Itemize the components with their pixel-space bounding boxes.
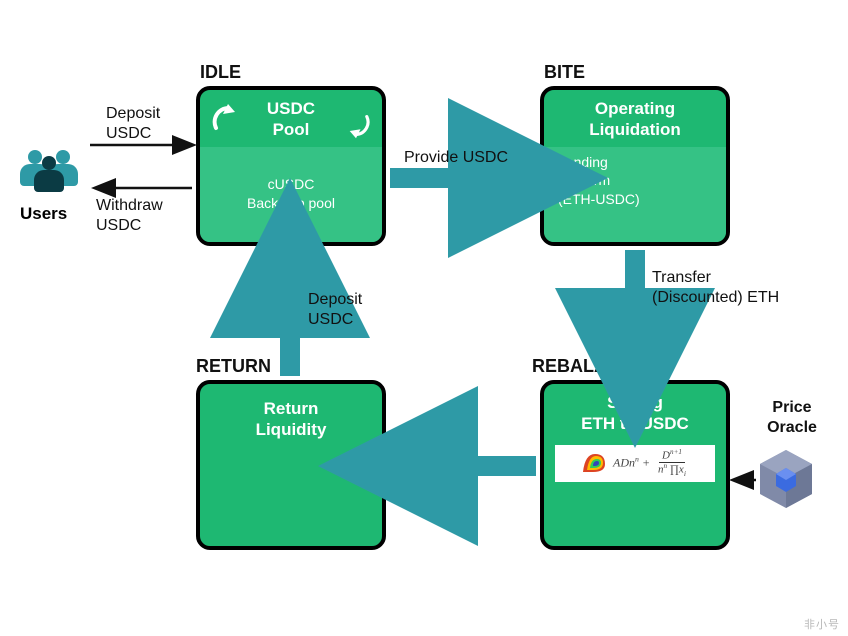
withdraw-label: Withdraw USDC bbox=[96, 196, 163, 236]
idle-heading: USDC Pool bbox=[200, 90, 382, 147]
oracle-l1: Price bbox=[772, 399, 811, 416]
idle-sub-l1: cUSDC bbox=[268, 175, 315, 194]
idle-title: IDLE bbox=[200, 62, 241, 83]
return-box: Return Liquidity bbox=[196, 380, 386, 550]
oracle-cube-icon bbox=[756, 446, 816, 512]
return-heading-l1: Return bbox=[264, 399, 319, 418]
transfer-l2: (Discounted) ETH bbox=[652, 289, 779, 306]
oracle-l2: Oracle bbox=[767, 419, 817, 436]
return-deposit-l2: USDC bbox=[308, 311, 353, 328]
bite-sub-l2: Platform bbox=[558, 171, 610, 190]
users-icon bbox=[20, 146, 84, 198]
withdraw-l1: Withdraw bbox=[96, 197, 163, 214]
bite-heading-l2: Liquidation bbox=[589, 120, 681, 139]
bite-box: Operating Liquidation Lending Platform (… bbox=[540, 86, 730, 246]
bite-heading: Operating Liquidation bbox=[544, 90, 726, 147]
cycle-icon bbox=[208, 102, 248, 142]
idle-subpanel: cUSDC Backstop pool bbox=[200, 147, 382, 243]
curve-logo-icon bbox=[579, 450, 609, 476]
deposit-l2: USDC bbox=[106, 125, 151, 142]
return-heading-l2: Liquidity bbox=[256, 420, 327, 439]
watermark-text: 非小号 bbox=[804, 616, 840, 632]
rebalance-box: Selling ETH to USDC ADnn + Dn+1nn ∏xi bbox=[540, 380, 730, 550]
rebalance-heading-l2: ETH to USDC bbox=[581, 414, 689, 433]
bite-subpanel: Lending Platform (ETH-USDC) bbox=[544, 147, 726, 243]
cycle-icon-2 bbox=[338, 104, 374, 140]
bite-sub-l1: Lending bbox=[558, 153, 608, 172]
deposit-label: Deposit USDC bbox=[106, 104, 160, 144]
rebalance-title: REBALANCE bbox=[532, 356, 645, 377]
bite-sub-l3: (ETH-USDC) bbox=[558, 190, 640, 209]
transfer-l1: Transfer bbox=[652, 269, 711, 286]
idle-heading-l1: USDC bbox=[267, 99, 315, 118]
return-heading: Return Liquidity bbox=[200, 384, 382, 447]
return-deposit-label: Deposit USDC bbox=[308, 290, 362, 330]
oracle-label: Price Oracle bbox=[756, 398, 828, 438]
provide-label: Provide USDC bbox=[404, 148, 508, 168]
return-title: RETURN bbox=[196, 356, 271, 377]
idle-sub-l2: Backstop pool bbox=[247, 194, 335, 213]
users-label: Users bbox=[20, 204, 67, 224]
transfer-label: Transfer (Discounted) ETH bbox=[652, 268, 779, 308]
idle-box: USDC Pool cUSDC Backstop pool bbox=[196, 86, 386, 246]
return-deposit-l1: Deposit bbox=[308, 291, 362, 308]
rebalance-heading: Selling ETH to USDC bbox=[544, 384, 726, 441]
deposit-l1: Deposit bbox=[106, 105, 160, 122]
bite-heading-l1: Operating bbox=[595, 99, 675, 118]
idle-heading-l2: Pool bbox=[273, 120, 310, 139]
withdraw-l2: USDC bbox=[96, 217, 141, 234]
formula-panel: ADnn + Dn+1nn ∏xi bbox=[555, 445, 715, 482]
bite-title: BITE bbox=[544, 62, 585, 83]
formula-text: ADnn + Dn+1nn ∏xi bbox=[613, 449, 691, 478]
rebalance-heading-l1: Selling bbox=[607, 393, 663, 412]
